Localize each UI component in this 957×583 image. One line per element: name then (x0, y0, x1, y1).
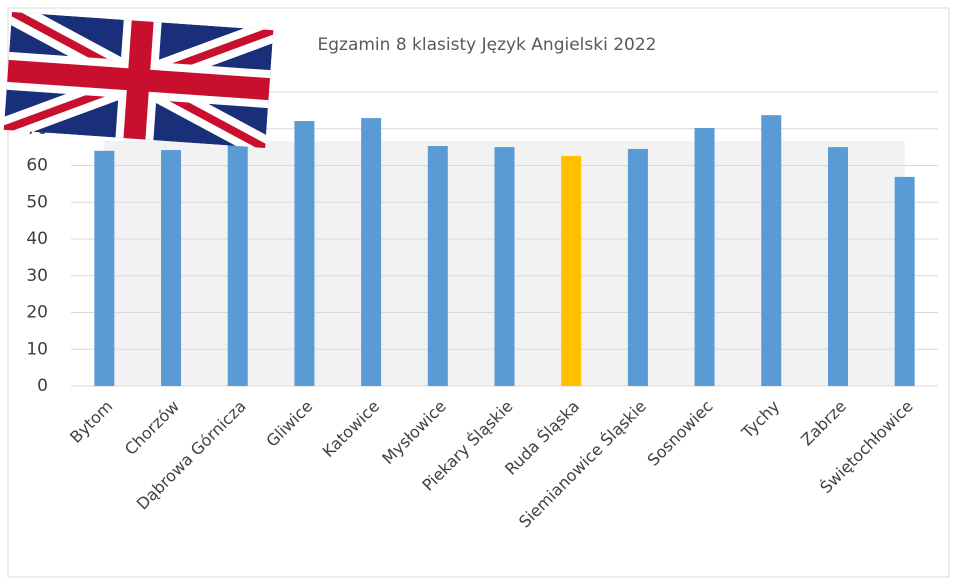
y-tick-label: 0 (37, 376, 48, 396)
bar (561, 155, 582, 386)
y-tick-label: 20 (26, 303, 48, 323)
chart-title: Egzamin 8 klasisty Język Angielski 2022 (317, 35, 656, 55)
y-tick-label: 40 (26, 229, 48, 249)
bar (894, 176, 915, 386)
bar (427, 146, 448, 386)
y-tick-label: 50 (26, 192, 48, 212)
bar (694, 128, 715, 386)
bar (494, 147, 515, 386)
bar (94, 150, 115, 386)
bar (827, 147, 848, 386)
flag-image (3, 12, 274, 148)
bar (627, 148, 648, 386)
y-tick-label: 60 (26, 156, 48, 176)
bar (294, 121, 315, 386)
bar (761, 115, 782, 386)
y-tick-label: 30 (26, 266, 48, 286)
bar (161, 150, 182, 386)
bar (361, 118, 382, 386)
bar (227, 128, 248, 386)
y-tick-label: 10 (26, 339, 48, 359)
